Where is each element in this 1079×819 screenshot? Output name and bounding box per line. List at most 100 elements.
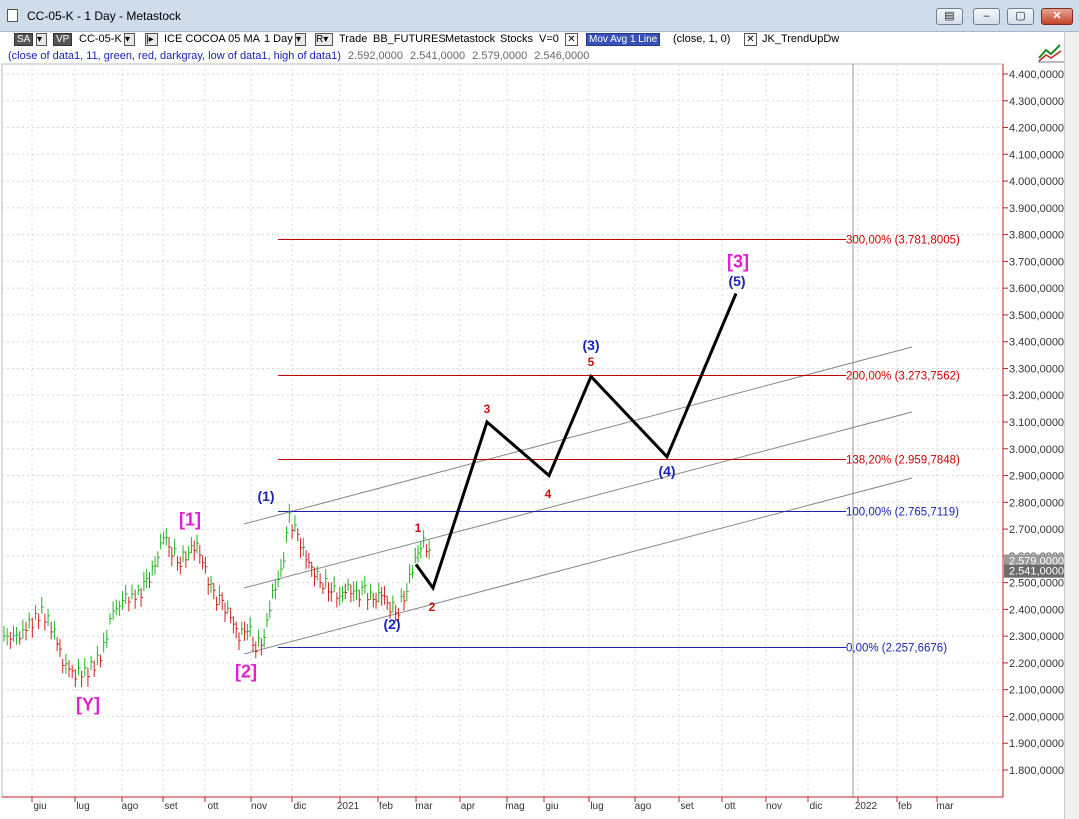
price-tick-label: 4.300,0000 bbox=[1009, 96, 1064, 108]
wave-label: (2) bbox=[383, 616, 400, 632]
time-tick-label: dic bbox=[294, 801, 307, 812]
feed-label: BB_FUTURES bbox=[373, 33, 446, 45]
channel-line bbox=[243, 411, 913, 589]
price-tick-label: 4.100,0000 bbox=[1009, 149, 1064, 161]
source-label: Metastock bbox=[445, 33, 496, 45]
chart-toolbar: SA ▾ VP CC-05-K ▾ |▸ ICE COCOA 05 MA 1 D… bbox=[0, 32, 1003, 49]
wave-label: [3] bbox=[727, 251, 749, 271]
sa-chevron-icon[interactable]: ▾ bbox=[36, 33, 47, 46]
stocks-label: Stocks bbox=[500, 33, 534, 45]
cursor-icon[interactable]: |▸ bbox=[145, 33, 158, 46]
value-1: 2.592,0000 bbox=[347, 50, 403, 62]
price-tick-label: 2.800,0000 bbox=[1009, 497, 1064, 509]
refresh-icon[interactable]: R▾ bbox=[315, 33, 333, 46]
wave-labels: [Y] [1] [2] (1) (2) 1 2 3 4 5 (3) (4) (5) [3] bbox=[76, 251, 749, 714]
price-tick-label: 3.600,0000 bbox=[1009, 283, 1064, 295]
wave-label: (3) bbox=[582, 337, 599, 353]
maximize-button[interactable]: ▢ bbox=[1007, 8, 1034, 25]
wave-label: 5 bbox=[588, 355, 595, 369]
price-tick-label: 1.900,0000 bbox=[1009, 738, 1064, 750]
wave-label: 1 bbox=[415, 521, 422, 535]
indicator-params: (close of data1, 11, green, red, darkgra… bbox=[8, 50, 341, 62]
price-tick-label: 4.000,0000 bbox=[1009, 176, 1064, 188]
time-tick-label: mar bbox=[936, 801, 954, 812]
chart-grid bbox=[1, 63, 1004, 798]
price-tick-label: 2.300,0000 bbox=[1009, 631, 1064, 643]
time-tick-label: ago bbox=[635, 801, 652, 812]
trend-channel-lines bbox=[243, 346, 913, 655]
last-price-label: 2.541,0000 bbox=[1009, 566, 1064, 578]
price-tick-label: 3.300,0000 bbox=[1009, 363, 1064, 375]
restore-layout-button[interactable]: ▤ bbox=[936, 8, 963, 25]
price-tick-label: 3.700,0000 bbox=[1009, 256, 1064, 268]
price-bars bbox=[3, 503, 432, 687]
price-tick-label: 2.400,0000 bbox=[1009, 604, 1064, 616]
trade-label[interactable]: Trade bbox=[339, 33, 368, 45]
window-title: CC-05-K - 1 Day - Metastock bbox=[27, 9, 182, 23]
price-tick-label: 3.100,0000 bbox=[1009, 417, 1064, 429]
indicator-row: (close of data1, 11, green, red, darkgra… bbox=[8, 50, 593, 62]
instrument-name: ICE COCOA 05 MA bbox=[164, 33, 260, 45]
time-tick-label: 2021 bbox=[337, 801, 360, 812]
minimize-button[interactable]: – bbox=[973, 8, 1000, 25]
fibonacci-levels: 300,00% (3.781,8005) 200,00% (3.273,7562)… bbox=[278, 234, 960, 654]
fib-level-label: 0,00% (2.257,6676) bbox=[846, 642, 947, 654]
price-tick-label: 3.200,0000 bbox=[1009, 390, 1064, 402]
time-tick-label: nov bbox=[251, 801, 267, 812]
remove-mov-avg-close-icon[interactable]: ✕ bbox=[744, 33, 757, 46]
close-button[interactable]: ✕ bbox=[1041, 8, 1073, 25]
channel-line bbox=[243, 346, 913, 525]
time-tick-label: mag bbox=[505, 801, 524, 812]
symbol-label[interactable]: CC-05-K bbox=[79, 33, 122, 45]
wave-label: [1] bbox=[179, 509, 201, 529]
price-tick-label: 2.500,0000 bbox=[1009, 578, 1064, 590]
wave-label: 2 bbox=[429, 600, 436, 614]
fib-level-label: 300,00% (3.781,8005) bbox=[846, 234, 960, 246]
price-tick-label: 4.200,0000 bbox=[1009, 123, 1064, 135]
window-titlebar: CC-05-K - 1 Day - Metastock ▤ – ▢ ✕ bbox=[0, 0, 1079, 32]
current-price-badge bbox=[1004, 554, 1064, 568]
time-tick-label: ott bbox=[724, 801, 735, 812]
wave-label: [2] bbox=[235, 661, 257, 681]
price-tick-label: 2.100,0000 bbox=[1009, 685, 1064, 697]
wave-label: (5) bbox=[728, 273, 745, 289]
time-tick-label: nov bbox=[766, 801, 782, 812]
value-4: 2.546,0000 bbox=[534, 50, 590, 62]
interval-chevron-icon[interactable]: ▾ bbox=[295, 33, 306, 46]
mov-avg-indicator[interactable]: Mov Avg 1 Line bbox=[586, 33, 661, 46]
price-tick-label: 3.900,0000 bbox=[1009, 203, 1064, 215]
fib-level-label: 200,00% (3.273,7562) bbox=[846, 370, 960, 382]
document-icon bbox=[7, 9, 18, 22]
price-tick-label: 4.400,0000 bbox=[1009, 69, 1064, 81]
price-tick-label: 3.000,0000 bbox=[1009, 444, 1064, 456]
interval-label[interactable]: 1 Day bbox=[264, 33, 293, 45]
time-tick-label: lug bbox=[76, 801, 89, 812]
wave-label: (1) bbox=[257, 488, 274, 504]
price-tick-label: 3.500,0000 bbox=[1009, 310, 1064, 322]
remove-volume-close-icon[interactable]: ✕ bbox=[565, 33, 578, 46]
time-tick-label: 2022 bbox=[855, 801, 878, 812]
time-tick-label: set bbox=[164, 801, 178, 812]
vp-dropdown[interactable]: VP bbox=[53, 33, 73, 46]
vertical-scrollbar[interactable] bbox=[1064, 32, 1079, 819]
drawing-tools-icon[interactable] bbox=[1036, 40, 1066, 64]
time-tick-label: ago bbox=[122, 801, 139, 812]
projection-path bbox=[414, 292, 738, 592]
price-tick-label: 2.700,0000 bbox=[1009, 524, 1064, 536]
time-tick-label: lug bbox=[590, 801, 603, 812]
price-tick-label: 2.200,0000 bbox=[1009, 658, 1064, 670]
sa-dropdown[interactable]: SA bbox=[14, 33, 34, 46]
price-tick-label: 3.800,0000 bbox=[1009, 230, 1064, 242]
volume-label: V=0 bbox=[539, 33, 559, 45]
current-price-label: 2.579,0000 bbox=[1009, 555, 1064, 567]
time-tick-label: set bbox=[680, 801, 694, 812]
time-tick-label: dic bbox=[810, 801, 823, 812]
time-tick-label: mar bbox=[415, 801, 433, 812]
indicator-name[interactable]: JK_TrendUpDw bbox=[762, 33, 840, 45]
price-tick-label: 3.400,0000 bbox=[1009, 337, 1064, 349]
time-tick-label: feb bbox=[898, 801, 912, 812]
price-tick-label: 2.000,0000 bbox=[1009, 711, 1064, 723]
fib-level-label: 100,00% (2.765,7119) bbox=[846, 506, 959, 518]
symbol-chevron-icon[interactable]: ▾ bbox=[124, 33, 135, 46]
